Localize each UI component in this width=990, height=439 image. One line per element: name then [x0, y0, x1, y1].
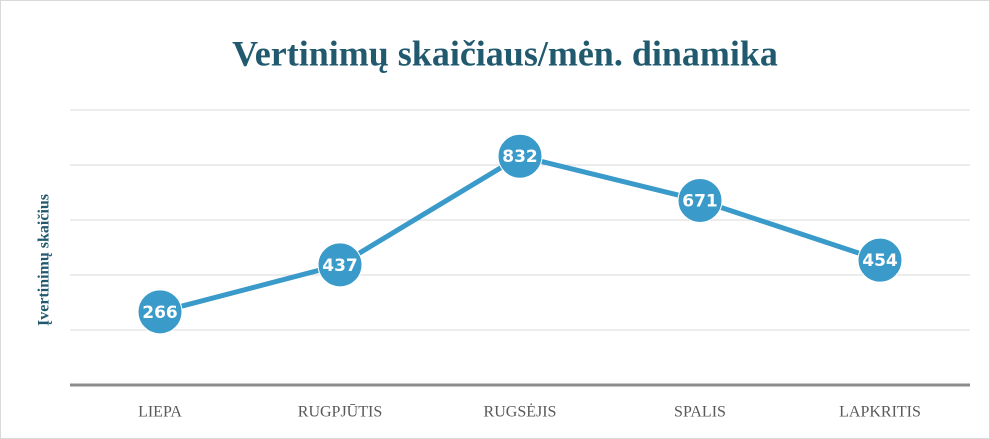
data-point [497, 133, 543, 179]
x-tick-label: RUGPJŪTIS [298, 404, 382, 421]
data-label: 671 [682, 191, 718, 211]
data-label: 266 [142, 303, 178, 323]
x-tick-label: RUGSĖJIS [484, 403, 557, 421]
data-label: 832 [502, 147, 538, 167]
data-label: 454 [862, 251, 898, 271]
data-point [137, 289, 183, 335]
data-point [677, 177, 723, 223]
x-tick-label: LAPKRITIS [839, 404, 921, 421]
y-axis-label: Įvertinimų skaičius [36, 194, 53, 326]
x-tick-label: SPALIS [674, 404, 726, 421]
data-point [857, 237, 903, 283]
data-label: 437 [322, 256, 358, 276]
data-point [317, 242, 363, 288]
chart-title: Vertinimų skaičiaus/mėn. dinamika [232, 33, 778, 73]
x-tick-label: LIEPA [138, 404, 182, 421]
